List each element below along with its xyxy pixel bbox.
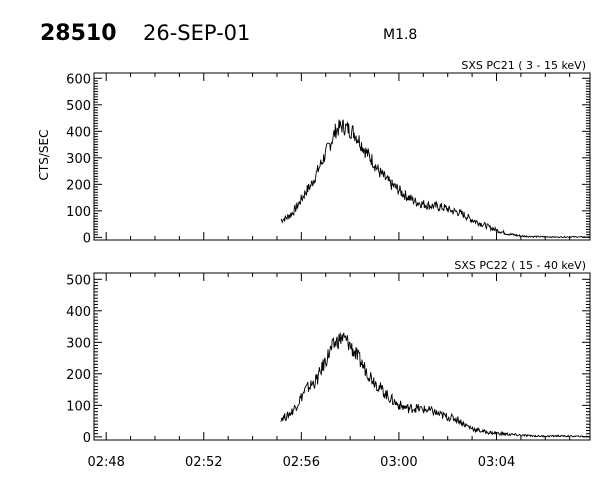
y-tick-label: 100 [66,399,91,414]
x-tick-label: 03:04 [478,455,515,470]
y-tick-label: 300 [66,336,91,351]
x-tick-label: 02:48 [87,455,124,470]
event-id: 28510 [40,21,117,46]
y-tick-label: 600 [66,72,91,87]
y-tick-label: 500 [66,273,91,288]
y-tick-label: 400 [66,305,91,320]
event-date: 26-SEP-01 [143,21,250,45]
y-tick-label: 0 [83,231,91,246]
panel-title: SXS PC21 ( 3 - 15 keV) [461,59,586,72]
plot-frame [93,72,591,241]
x-tick-label: 02:56 [283,455,320,470]
panel-pc21: SXS PC21 ( 3 - 15 keV) 0 100 200 300 400 500 60… [66,59,591,246]
y-tick-label: 400 [66,125,91,140]
panel-pc22: SXS PC22 ( 15 - 40 keV) 0 100 200 300 400 500 0… [66,259,591,470]
y-tick-label: 200 [66,368,91,383]
y-axis-label: CTS/SEC [37,130,51,181]
y-tick-label: 200 [66,178,91,193]
count-rate-line [280,332,590,438]
y-tick-label: 300 [66,152,91,167]
y-tick-label: 100 [66,205,91,220]
y-tick-label: 0 [83,431,91,446]
plot-frame [93,272,591,441]
flare-class: M1.8 [383,27,417,43]
count-rate-line [280,119,590,239]
x-tick-label: 03:00 [380,455,417,470]
y-tick-label: 500 [66,99,91,114]
x-tick-label: 02:52 [185,455,222,470]
panel-title: SXS PC22 ( 15 - 40 keV) [454,259,586,272]
